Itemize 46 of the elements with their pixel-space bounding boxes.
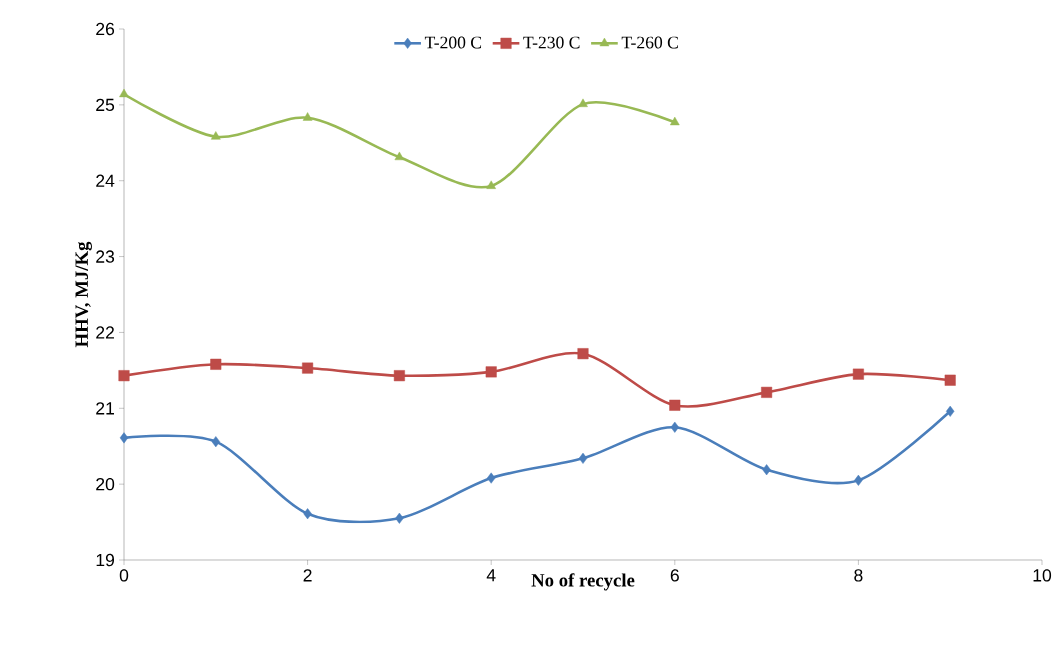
- point: [119, 88, 129, 98]
- point: [578, 98, 588, 107]
- point: [303, 508, 312, 520]
- point: [669, 399, 681, 411]
- y-tick-label: 21: [96, 402, 114, 415]
- x-tick-label: 2: [303, 569, 312, 582]
- point: [944, 374, 956, 386]
- point: [946, 405, 955, 417]
- x-tick-label: 8: [854, 569, 863, 582]
- point: [487, 472, 496, 484]
- x-tick-label: 0: [119, 569, 129, 582]
- point: [210, 358, 222, 370]
- point: [577, 348, 589, 360]
- point: [302, 112, 313, 121]
- point: [210, 131, 221, 140]
- y-tick-label: 24: [96, 174, 115, 187]
- y-tick-label: 25: [96, 98, 115, 112]
- x-tick-label: 4: [486, 569, 496, 582]
- point: [762, 464, 771, 476]
- legend-label: T-260 C: [621, 36, 678, 49]
- legend-label: T-200 C: [424, 36, 482, 49]
- y-tick-label: 19: [96, 553, 115, 567]
- point: [670, 421, 679, 433]
- point: [302, 362, 314, 374]
- point: [393, 370, 405, 382]
- point: [119, 432, 129, 444]
- point: [578, 452, 588, 464]
- point: [852, 368, 864, 380]
- point: [670, 116, 680, 126]
- y-tick-label: 26: [96, 22, 115, 36]
- point: [761, 386, 773, 398]
- x-tick-label: 10: [1033, 569, 1052, 582]
- y-axis-title: HHV, MJ/Kg: [75, 241, 92, 348]
- x-axis-title: No of recycle: [531, 573, 635, 591]
- x-tick-label: 6: [670, 569, 679, 582]
- point: [395, 512, 404, 524]
- legend-label: T-230 C: [523, 36, 580, 49]
- point: [486, 180, 497, 189]
- y-tick-label: 23: [96, 250, 115, 263]
- point: [485, 366, 497, 378]
- y-tick-label: 20: [96, 477, 115, 491]
- point: [394, 151, 405, 161]
- point: [211, 436, 220, 448]
- point: [854, 474, 863, 486]
- point: [118, 370, 130, 382]
- y-tick-label: 22: [96, 326, 114, 339]
